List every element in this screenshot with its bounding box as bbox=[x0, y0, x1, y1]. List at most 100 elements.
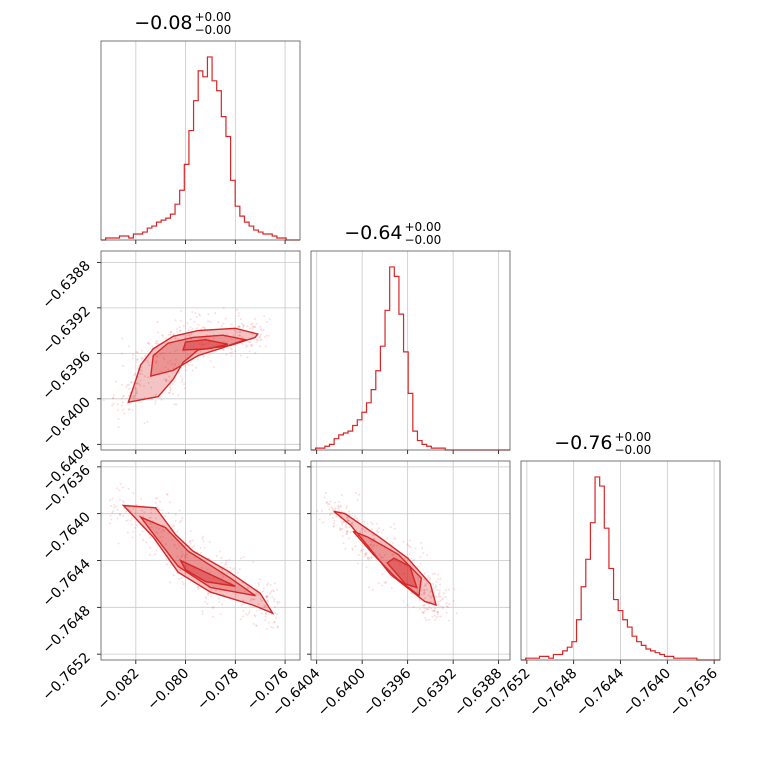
scatter-point bbox=[328, 508, 331, 511]
scatter-point bbox=[390, 576, 393, 579]
scatter-point bbox=[435, 616, 438, 619]
scatter-point bbox=[140, 358, 143, 361]
scatter-point bbox=[242, 324, 245, 327]
scatter-point bbox=[180, 555, 183, 558]
scatter-point bbox=[370, 556, 373, 559]
scatter-point bbox=[403, 572, 406, 575]
scatter-point bbox=[381, 542, 384, 545]
scatter-point bbox=[372, 537, 375, 540]
scatter-point bbox=[122, 394, 125, 397]
scatter-point bbox=[199, 552, 202, 555]
scatter-point bbox=[437, 578, 440, 581]
scatter-point bbox=[162, 529, 165, 532]
scatter-point bbox=[112, 396, 115, 399]
scatter-point bbox=[363, 520, 366, 523]
scatter-point bbox=[379, 540, 382, 543]
scatter-point bbox=[339, 528, 342, 531]
scatter-point bbox=[390, 587, 393, 590]
scatter-point bbox=[197, 323, 200, 326]
scatter-point bbox=[225, 559, 228, 562]
scatter-point bbox=[162, 356, 165, 359]
scatter-point bbox=[117, 409, 120, 412]
scatter-point bbox=[421, 611, 424, 614]
scatter-point bbox=[222, 575, 225, 578]
scatter-point bbox=[423, 609, 426, 612]
scatter-point bbox=[148, 516, 151, 519]
scatter-point bbox=[409, 539, 412, 542]
scatter-point bbox=[134, 392, 137, 395]
scatter-point bbox=[434, 618, 437, 621]
scatter-point bbox=[214, 588, 217, 591]
scatter-point bbox=[146, 421, 149, 424]
scatter-point bbox=[207, 313, 210, 316]
scatter-point bbox=[127, 408, 130, 411]
scatter-point bbox=[141, 357, 144, 360]
panel-frame bbox=[100, 250, 301, 451]
scatter-point bbox=[266, 600, 269, 603]
scatter-point bbox=[110, 518, 113, 521]
scatter-point bbox=[168, 375, 171, 378]
scatter-point bbox=[120, 397, 123, 400]
scatter-point bbox=[424, 597, 427, 600]
scatter-point bbox=[121, 352, 124, 355]
scatter-point bbox=[234, 349, 237, 352]
scatter-point bbox=[168, 343, 171, 346]
scatter-point bbox=[128, 408, 131, 411]
scatter-point bbox=[182, 583, 185, 586]
scatter-point bbox=[258, 345, 261, 348]
scatter-point bbox=[194, 556, 197, 559]
scatter-point bbox=[160, 540, 163, 543]
scatter-point bbox=[437, 595, 440, 598]
scatter-point bbox=[109, 522, 112, 525]
scatter-point bbox=[128, 387, 131, 390]
scatter-point bbox=[448, 603, 451, 606]
scatter-point bbox=[156, 331, 159, 334]
scatter-point bbox=[154, 501, 157, 504]
scatter-point bbox=[392, 559, 395, 562]
scatter-point bbox=[357, 519, 360, 522]
scatter-point bbox=[174, 519, 177, 522]
scatter-point bbox=[174, 513, 177, 516]
scatter-point bbox=[126, 531, 129, 534]
scatter-point bbox=[130, 523, 133, 526]
scatter-point bbox=[394, 560, 397, 563]
scatter-point bbox=[189, 539, 192, 542]
scatter-point bbox=[266, 595, 269, 598]
scatter-point bbox=[174, 350, 177, 353]
scatter-point bbox=[172, 333, 175, 336]
scatter-point bbox=[414, 547, 417, 550]
scatter-point bbox=[176, 348, 179, 351]
scatter-point bbox=[191, 363, 194, 366]
scatter-point bbox=[428, 606, 431, 609]
scatter-point bbox=[247, 586, 250, 589]
scatter-point bbox=[143, 354, 146, 357]
scatter-point bbox=[428, 577, 431, 580]
scatter-point bbox=[191, 327, 194, 330]
scatter-point bbox=[416, 577, 419, 580]
scatter-point bbox=[241, 615, 244, 618]
scatter-point bbox=[174, 358, 177, 361]
scatter-point bbox=[191, 311, 194, 314]
scatter-point bbox=[186, 353, 189, 356]
scatter-point bbox=[128, 394, 131, 397]
scatter-point bbox=[237, 312, 240, 315]
scatter-point bbox=[447, 588, 450, 591]
scatter-point bbox=[219, 613, 222, 616]
scatter-point bbox=[422, 612, 425, 615]
scatter-point bbox=[273, 600, 276, 603]
scatter-point bbox=[241, 322, 244, 325]
scatter-point bbox=[111, 404, 114, 407]
scatter-point bbox=[233, 329, 236, 332]
scatter-point bbox=[179, 329, 182, 332]
scatter-point bbox=[384, 582, 387, 585]
scatter-point bbox=[191, 539, 194, 542]
scatter-point bbox=[164, 337, 167, 340]
scatter-point bbox=[348, 537, 351, 540]
scatter-point bbox=[327, 502, 330, 505]
scatter-point bbox=[238, 325, 241, 328]
scatter-point bbox=[140, 369, 143, 372]
scatter-point bbox=[179, 568, 182, 571]
scatter-point bbox=[195, 327, 198, 330]
scatter-point bbox=[145, 359, 148, 362]
scatter-point bbox=[360, 549, 363, 552]
